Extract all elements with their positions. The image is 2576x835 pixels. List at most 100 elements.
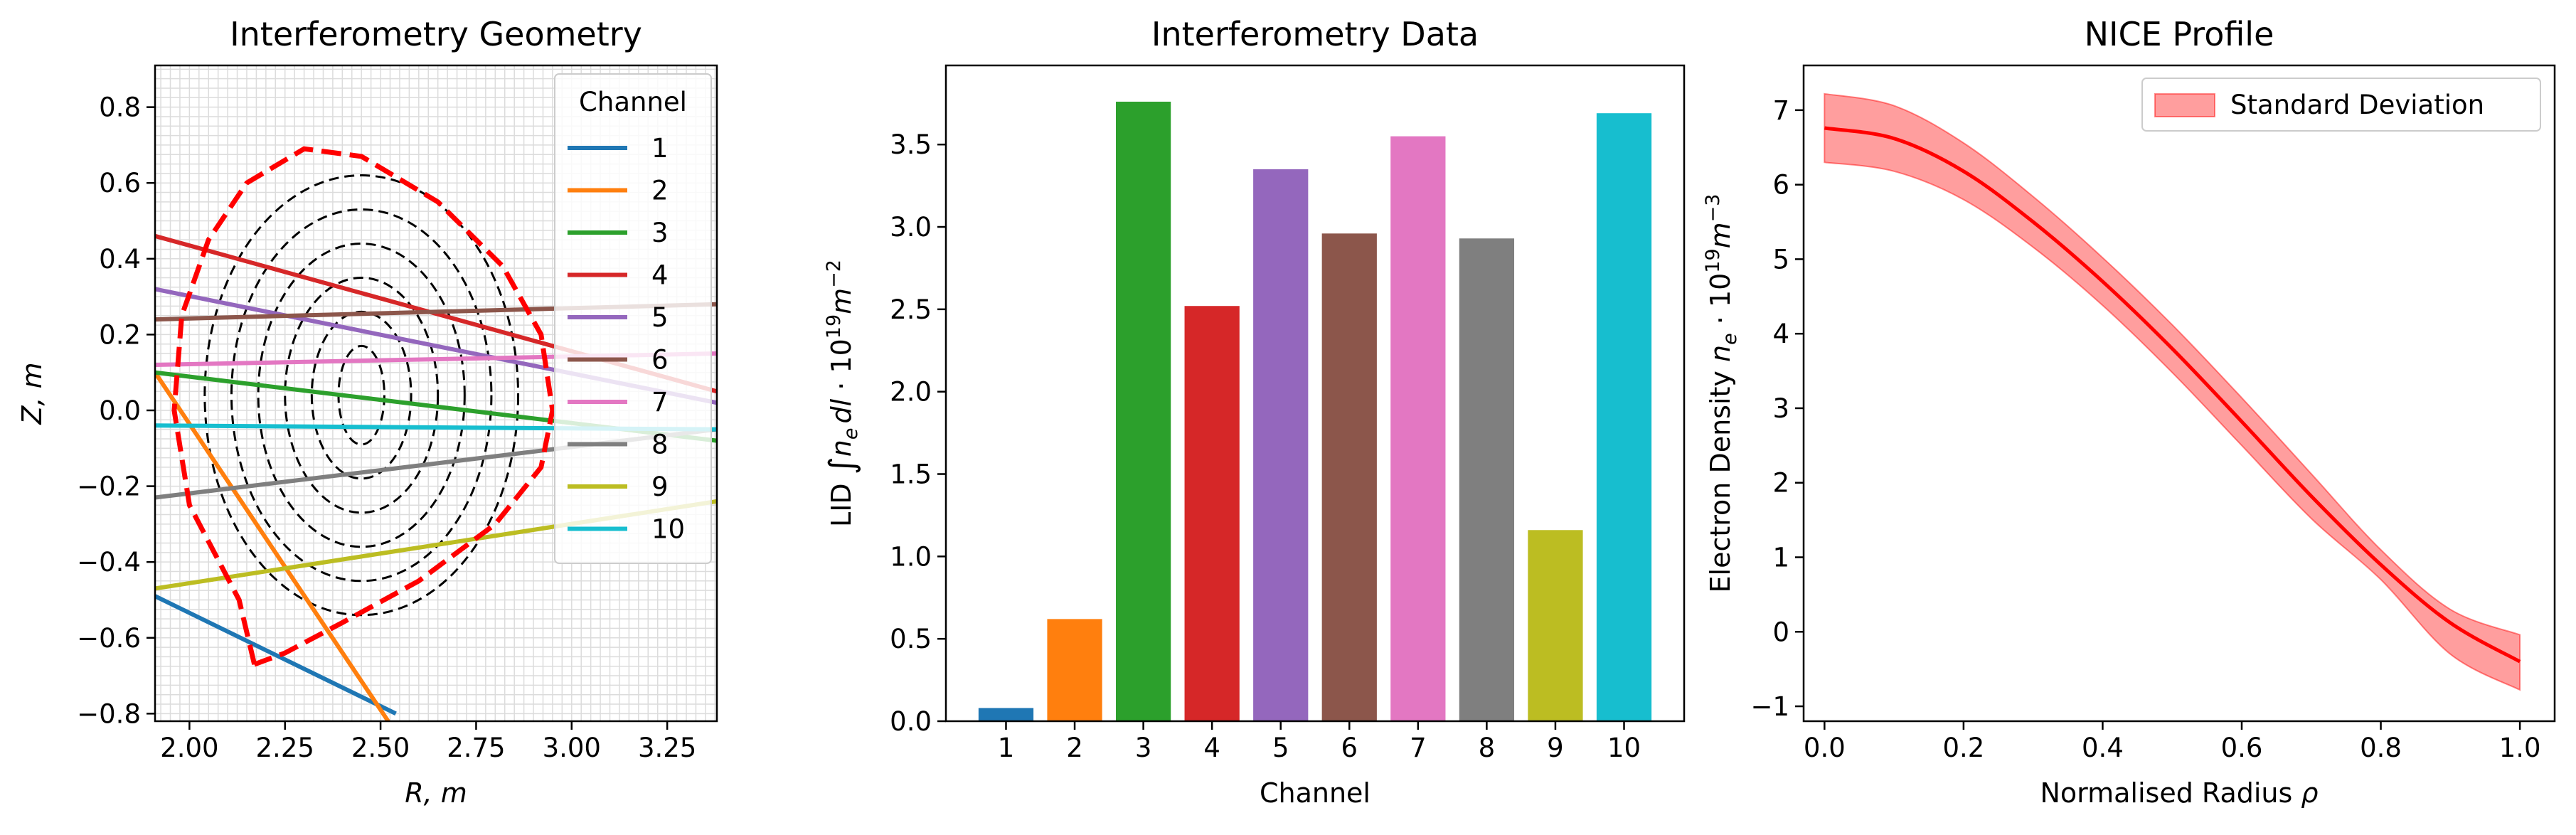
flux-surface: [257, 242, 466, 548]
y-tick-label: 7: [1772, 95, 1789, 126]
y-tick-label: 3.5: [890, 129, 932, 160]
legend-label-4: 4: [651, 260, 669, 291]
x-tick-label: 2.75: [447, 733, 505, 763]
profile-panel: NICE Profile 0.0 0.2 0.4 0.6 0.8 1.0 −1 0 1 2 3 4 5…: [1702, 15, 2556, 809]
y-tick-label: 0.6: [99, 168, 141, 198]
bar-channel-1: [978, 708, 1034, 721]
y-tick-label: 0.0: [890, 706, 932, 737]
legend-label-8: 8: [651, 430, 669, 460]
x-tick-label: 10: [1607, 733, 1641, 763]
legend-label-1: 1: [651, 133, 669, 164]
x-tick-label: 2.00: [160, 733, 218, 763]
geometry-y-ticks: −0.8 −0.6 −0.4 −0.2 0.0 0.2 0.4 0.6 0.8: [77, 92, 155, 729]
chord-line-2: [155, 371, 390, 721]
x-tick-label: 0.4: [2082, 733, 2124, 763]
legend-label-10: 10: [651, 514, 685, 545]
x-tick-label: 0.6: [2221, 733, 2263, 763]
x-tick-label: 0.2: [1942, 733, 1984, 763]
std-deviation-band: [1824, 92, 2521, 691]
y-tick-label: 6: [1772, 170, 1789, 201]
profile-axes-frame: [1802, 64, 2556, 723]
geometry-grid: [155, 65, 717, 721]
geometry-y-label: Z, m: [16, 362, 48, 425]
data-x-label: Channel: [1260, 777, 1371, 809]
data-x-ticks: 1 2 3 4 5 6 7 8 9 10: [998, 721, 1641, 763]
profile-legend-swatch: [2154, 93, 2215, 117]
profile-y-label: Electron Density ne · 1019m−3: [1702, 194, 1741, 593]
x-tick-label: 6: [1341, 733, 1358, 763]
data-panel: Interferometry Data 1 2 3 4 5 6 7 8 9 10 0.0 0.5 1.…: [822, 15, 1686, 809]
x-tick-label: 8: [1479, 733, 1496, 763]
y-tick-label: 3.0: [890, 212, 932, 243]
flux-surface: [203, 174, 520, 617]
data-axes-frame: [944, 64, 1686, 723]
profile-x-label: Normalised Radius ρ: [2040, 777, 2318, 809]
y-tick-label: 0.8: [99, 92, 141, 123]
profile-y-ticks: −1 0 1 2 3 4 5 6 7: [1750, 95, 1804, 722]
geometry-panel: Interferometry Geometry 2.00 2.25 2.50 2.75…: [16, 15, 718, 809]
y-tick-label: −0.2: [77, 472, 141, 502]
geometry-x-label: R, m: [405, 777, 467, 809]
density-profile-line: [1824, 126, 2521, 664]
legend-label-3: 3: [651, 218, 669, 248]
x-tick-label: 2.50: [351, 733, 410, 763]
geometry-title: Interferometry Geometry: [230, 15, 642, 53]
data-y-label: LID ∫nedl · 1019m−2: [822, 260, 862, 527]
x-tick-label: 2.25: [256, 733, 314, 763]
legend-label-5: 5: [651, 302, 669, 333]
y-tick-label: −1: [1750, 691, 1789, 722]
bar-channel-8: [1459, 238, 1515, 721]
flux-surface: [284, 276, 440, 514]
legend-label-7: 7: [651, 387, 669, 418]
x-tick-label: 1.0: [2499, 733, 2541, 763]
y-tick-label: 2.5: [890, 294, 932, 325]
profile-legend: Standard Deviation: [2141, 78, 2541, 132]
x-tick-label: 9: [1547, 733, 1564, 763]
y-tick-label: 2.0: [890, 377, 932, 408]
y-tick-label: −0.6: [77, 623, 141, 654]
chord-line-1: [155, 594, 397, 716]
y-tick-label: 0: [1772, 617, 1789, 647]
x-tick-label: 5: [1272, 733, 1289, 763]
bar-channel-7: [1390, 136, 1446, 722]
x-tick-label: 3.25: [638, 733, 696, 763]
legend-label-9: 9: [651, 472, 669, 502]
x-tick-label: 1: [998, 733, 1015, 763]
x-tick-label: 7: [1410, 733, 1427, 763]
y-tick-label: 5: [1772, 244, 1789, 275]
legend-label-2: 2: [651, 176, 669, 206]
geometry-axes-frame: [154, 64, 718, 723]
bar-channel-6: [1321, 233, 1377, 721]
y-tick-label: 2: [1772, 468, 1789, 499]
profile-legend-box: [2141, 78, 2541, 132]
geometry-x-ticks: 2.00 2.25 2.50 2.75 3.00 3.25: [160, 721, 696, 763]
y-tick-label: 3: [1772, 393, 1789, 424]
bar-channel-10: [1596, 113, 1652, 721]
geometry-legend: Channel 1 2 3 4 5 6 7 8 9 10: [554, 73, 712, 564]
y-tick-label: 0.0: [99, 395, 141, 426]
profile-legend-label: Standard Deviation: [2230, 90, 2484, 120]
y-tick-label: 1: [1772, 543, 1789, 573]
y-tick-label: 1.5: [890, 459, 932, 490]
legend-label-6: 6: [651, 345, 669, 376]
bar-channel-5: [1253, 169, 1309, 722]
profile-title: NICE Profile: [2085, 15, 2274, 53]
y-tick-label: 1.0: [890, 541, 932, 572]
profile-x-ticks: 0.0 0.2 0.4 0.6 0.8 1.0: [1804, 721, 2541, 763]
bar-channel-4: [1184, 306, 1240, 722]
x-tick-label: 0.0: [1804, 733, 1846, 763]
bars: [978, 101, 1652, 722]
y-tick-label: 0.2: [99, 319, 141, 350]
separatrix-boundary: [171, 146, 555, 667]
geometry-legend-box: [554, 73, 712, 564]
bar-channel-2: [1047, 619, 1102, 721]
y-tick-label: 0.4: [99, 244, 141, 275]
data-y-ticks: 0.0 0.5 1.0 1.5 2.0 2.5 3.0 3.5: [890, 129, 946, 737]
y-tick-label: −0.4: [77, 547, 141, 578]
x-tick-label: 3: [1135, 733, 1152, 763]
x-tick-label: 2: [1066, 733, 1083, 763]
bar-channel-3: [1115, 101, 1171, 721]
geometry-legend-entries: 1 2 3 4 5 6 7 8 9 10: [568, 133, 685, 545]
